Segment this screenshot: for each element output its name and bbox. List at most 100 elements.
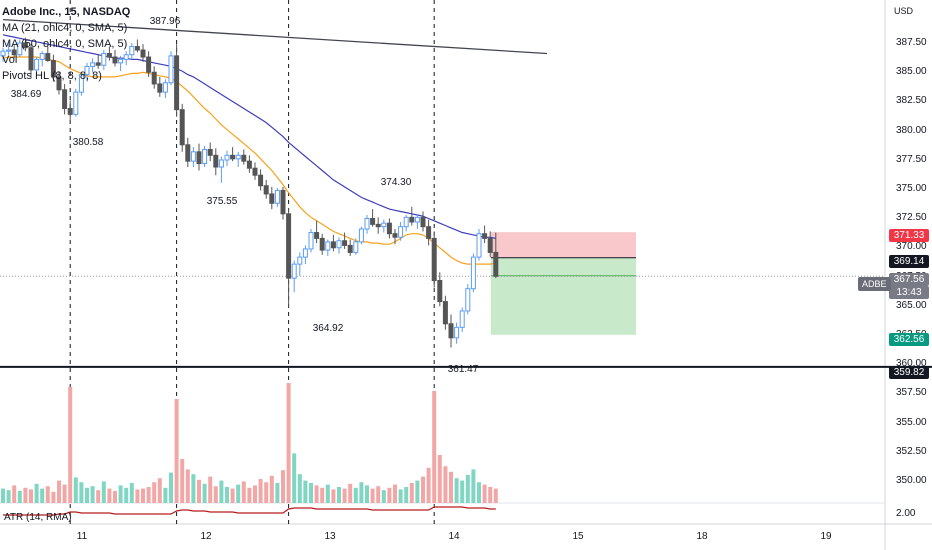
candle-body: [179, 109, 185, 146]
candle-body: [78, 74, 84, 93]
date-tick-label: 15: [572, 531, 584, 542]
candle-body: [101, 53, 107, 66]
candle-body: [45, 53, 51, 62]
price-tick-label: 365.00: [896, 299, 927, 311]
date-tick-label: 12: [200, 531, 212, 542]
candle-body: [84, 65, 90, 76]
candle-body: [168, 55, 174, 84]
volume-bar: [337, 487, 341, 503]
indicator-legend: Adobe Inc., 15, NASDAQ MA (21, ohlc4, 0,…: [2, 4, 130, 84]
volume-bar: [320, 487, 325, 503]
volume-bar: [292, 453, 297, 503]
candle-body: [6, 49, 12, 52]
ma50-legend[interactable]: MA (50, ohlc4, 0, SMA, 5): [2, 38, 128, 50]
volume-bar: [247, 487, 252, 503]
candle-body: [297, 256, 303, 265]
volume-bar: [23, 487, 28, 503]
volume-bar: [348, 483, 353, 503]
volume-bar: [236, 484, 241, 503]
volume-bar: [314, 485, 319, 503]
pivots-legend[interactable]: Pivots HL (8, 8, 8, 8): [2, 70, 102, 82]
candle-body: [106, 53, 112, 58]
volume-bar: [365, 485, 369, 503]
volume-bar: [297, 474, 302, 503]
volume-bar: [34, 483, 39, 503]
volume-bar: [281, 470, 285, 503]
volume-bar: [45, 486, 50, 503]
candle-body: [95, 62, 101, 66]
volume-bar: [471, 469, 476, 503]
volume-bar: [454, 478, 459, 503]
volume-bar: [135, 489, 140, 503]
candle-body: [207, 148, 213, 156]
candle-body: [459, 310, 465, 328]
candle-body: [39, 53, 45, 60]
candle-body: [146, 56, 152, 73]
candle-body: [62, 89, 68, 110]
candle-body: [442, 301, 448, 325]
volume-bar: [325, 484, 330, 503]
price-tick-label: 352.50: [896, 445, 927, 457]
candle-body: [174, 55, 180, 111]
volume-bar: [264, 482, 269, 503]
candle-body: [28, 47, 34, 71]
candle-body: [34, 58, 40, 71]
candle-body: [258, 174, 264, 187]
volume-bar: [163, 487, 168, 503]
candle-body: [448, 323, 454, 339]
volume-bar: [286, 383, 291, 503]
candle-body: [56, 76, 62, 91]
candle-body: [398, 226, 404, 238]
volume-bar: [118, 485, 123, 503]
volume-bar: [303, 480, 308, 503]
volume-bar: [17, 491, 22, 503]
candle-body: [336, 240, 342, 249]
symbol-title: Adobe Inc., 15, NASDAQ: [2, 6, 131, 18]
volume-bar: [1, 488, 5, 503]
entry-price-tag: 369.14: [889, 255, 929, 268]
candle-body: [414, 216, 420, 223]
date-tick-label: 11: [76, 531, 88, 542]
date-tick-label: 18: [696, 531, 708, 542]
pivot-label: 374.30: [380, 177, 412, 188]
stop-price-tag: 362.56: [889, 333, 929, 346]
candle-body: [426, 226, 432, 239]
volume-bar: [79, 482, 84, 503]
volume-legend[interactable]: Vol: [2, 54, 18, 66]
candle-body: [252, 167, 258, 176]
candle-body: [493, 251, 499, 277]
volume-bar: [449, 471, 453, 503]
candle-body: [386, 222, 392, 235]
price-tick-label: 355.00: [896, 416, 927, 428]
candle-body: [17, 42, 23, 56]
price-tick-label: 360.00: [896, 358, 927, 370]
candle-body: [0, 50, 6, 57]
candle-body: [353, 241, 359, 253]
volume-bar: [353, 487, 358, 503]
volume-bar: [157, 478, 162, 503]
volume-bar: [443, 466, 448, 503]
candle-body: [213, 154, 219, 168]
candle-body: [325, 241, 331, 251]
candle-body: [319, 237, 325, 251]
candle-body: [185, 144, 191, 162]
candle-body: [470, 256, 476, 290]
volume-bar: [230, 488, 235, 503]
atr-legend[interactable]: ATR (14, RMA): [4, 512, 72, 523]
candle-body: [330, 241, 336, 249]
volume-bar: [421, 476, 425, 503]
volume-bar: [40, 488, 45, 503]
candle-body: [196, 151, 202, 165]
ma21-legend[interactable]: MA (21, ohlc4, 0, SMA, 5): [2, 22, 128, 34]
candle-body: [140, 49, 146, 58]
volume-bar: [107, 488, 112, 503]
volume-bar: [202, 483, 207, 503]
volume-bar: [309, 483, 313, 503]
currency-label: USD: [894, 6, 914, 16]
volume-bar: [169, 472, 173, 503]
candle-body: [246, 160, 252, 169]
volume-bar: [146, 487, 151, 503]
candle-body: [269, 193, 275, 204]
